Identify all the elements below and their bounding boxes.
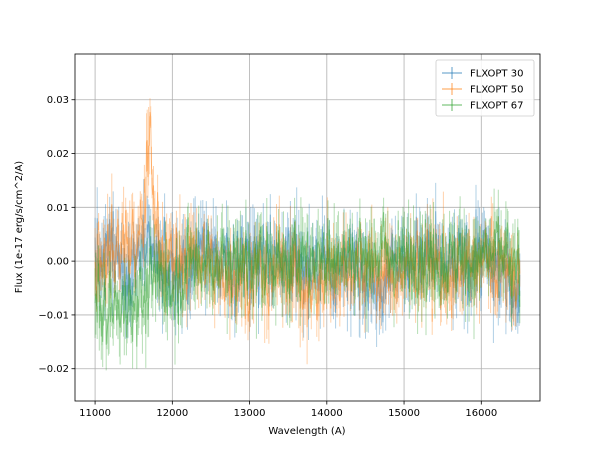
y-tick-label: 0.02 (47, 149, 69, 160)
y-tick-label: −0.01 (38, 310, 69, 321)
legend: FLXOPT 30 FLXOPT 50 FLXOPT 67 (435, 59, 535, 117)
x-axis: 11000 12000 13000 14000 15000 16000 (79, 401, 497, 419)
legend-box (435, 59, 535, 117)
x-tick-label: 15000 (388, 408, 420, 419)
series-flxopt-67 (94, 188, 521, 371)
y-tick-label: 0.01 (47, 203, 69, 214)
series-layer (94, 98, 521, 371)
y-tick-label: −0.02 (38, 364, 69, 375)
x-tick-label: 16000 (465, 408, 497, 419)
legend-item: FLXOPT 30 (442, 67, 523, 80)
series-line (94, 111, 521, 328)
y-axis: −0.02 −0.01 0.00 0.01 0.02 0.03 (38, 95, 75, 375)
x-tick-label: 13000 (234, 408, 266, 419)
y-axis-label: Flux (1e-17 erg/s/cm^2/A) (14, 161, 25, 293)
series-errorbars (94, 179, 521, 347)
legend-label: FLXOPT 50 (470, 85, 523, 96)
y-tick-label: 0.03 (47, 95, 69, 106)
series-errorbars (94, 188, 521, 371)
series-flxopt-50 (94, 98, 521, 365)
series-errorbars (94, 98, 521, 365)
y-tick-label: 0.00 (47, 257, 69, 268)
x-tick-label: 11000 (79, 408, 111, 419)
x-tick-label: 14000 (311, 408, 343, 419)
x-axis-label: Wavelength (A) (268, 426, 345, 437)
plot-frame (74, 53, 541, 402)
series-line (94, 209, 521, 323)
legend-item: FLXOPT 67 (442, 99, 523, 112)
legend-label: FLXOPT 30 (470, 69, 523, 80)
legend-item: FLXOPT 50 (442, 83, 523, 96)
series-line (94, 212, 521, 347)
x-tick-label: 12000 (156, 408, 188, 419)
legend-label: FLXOPT 67 (470, 101, 523, 112)
series-flxopt-30 (94, 179, 521, 347)
